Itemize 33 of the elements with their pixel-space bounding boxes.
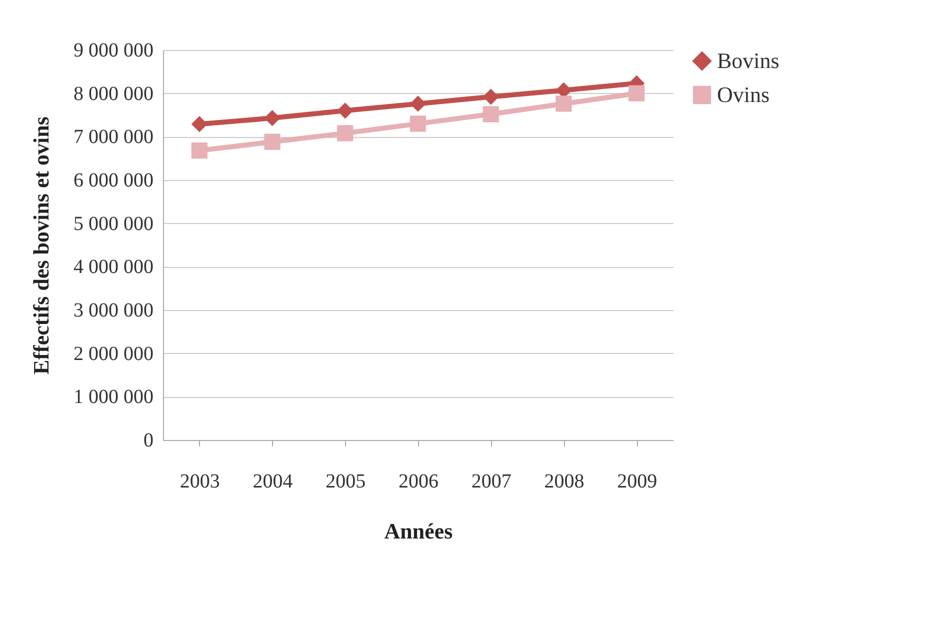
x-tick-label: 2006 (398, 470, 438, 492)
x-tick-label: 2007 (471, 470, 512, 492)
point (556, 96, 572, 112)
x-tick-label: 2008 (544, 470, 584, 492)
point (191, 116, 208, 132)
legend-label: Bovins (717, 48, 780, 73)
y-tick-label: 6 000 000 (74, 170, 154, 192)
legend-label: Ovins (717, 82, 770, 107)
y-tick-label: 7 000 000 (74, 126, 154, 148)
y-tick-label: 5 000 000 (74, 212, 154, 235)
y-axis-title: Effectifs des bovins et ovins (28, 116, 54, 374)
point (410, 116, 426, 132)
point (482, 106, 499, 122)
point (482, 88, 499, 105)
y-tick-label: 2 000 000 (74, 342, 154, 365)
point (410, 96, 426, 112)
x-axis-title: Années (384, 518, 454, 544)
point (337, 125, 354, 142)
y-tick-label: 8 000 000 (74, 82, 154, 105)
x-tick-label: 2005 (326, 470, 366, 492)
y-tick-label: 0 (144, 430, 154, 452)
x-tick-label: 2003 (180, 470, 220, 492)
point (628, 85, 645, 102)
x-tick-label: 2009 (617, 470, 658, 492)
x-tick-label: 2004 (252, 470, 293, 492)
point (264, 134, 280, 150)
point (337, 102, 354, 119)
y-tick-label: 9 000 000 (74, 40, 154, 62)
y-tick-label: 3 000 000 (74, 300, 154, 322)
y-tick-label: 4 000 000 (74, 256, 154, 278)
point (191, 142, 208, 159)
point (264, 110, 280, 126)
y-tick-label: 1 000 000 (74, 386, 154, 408)
